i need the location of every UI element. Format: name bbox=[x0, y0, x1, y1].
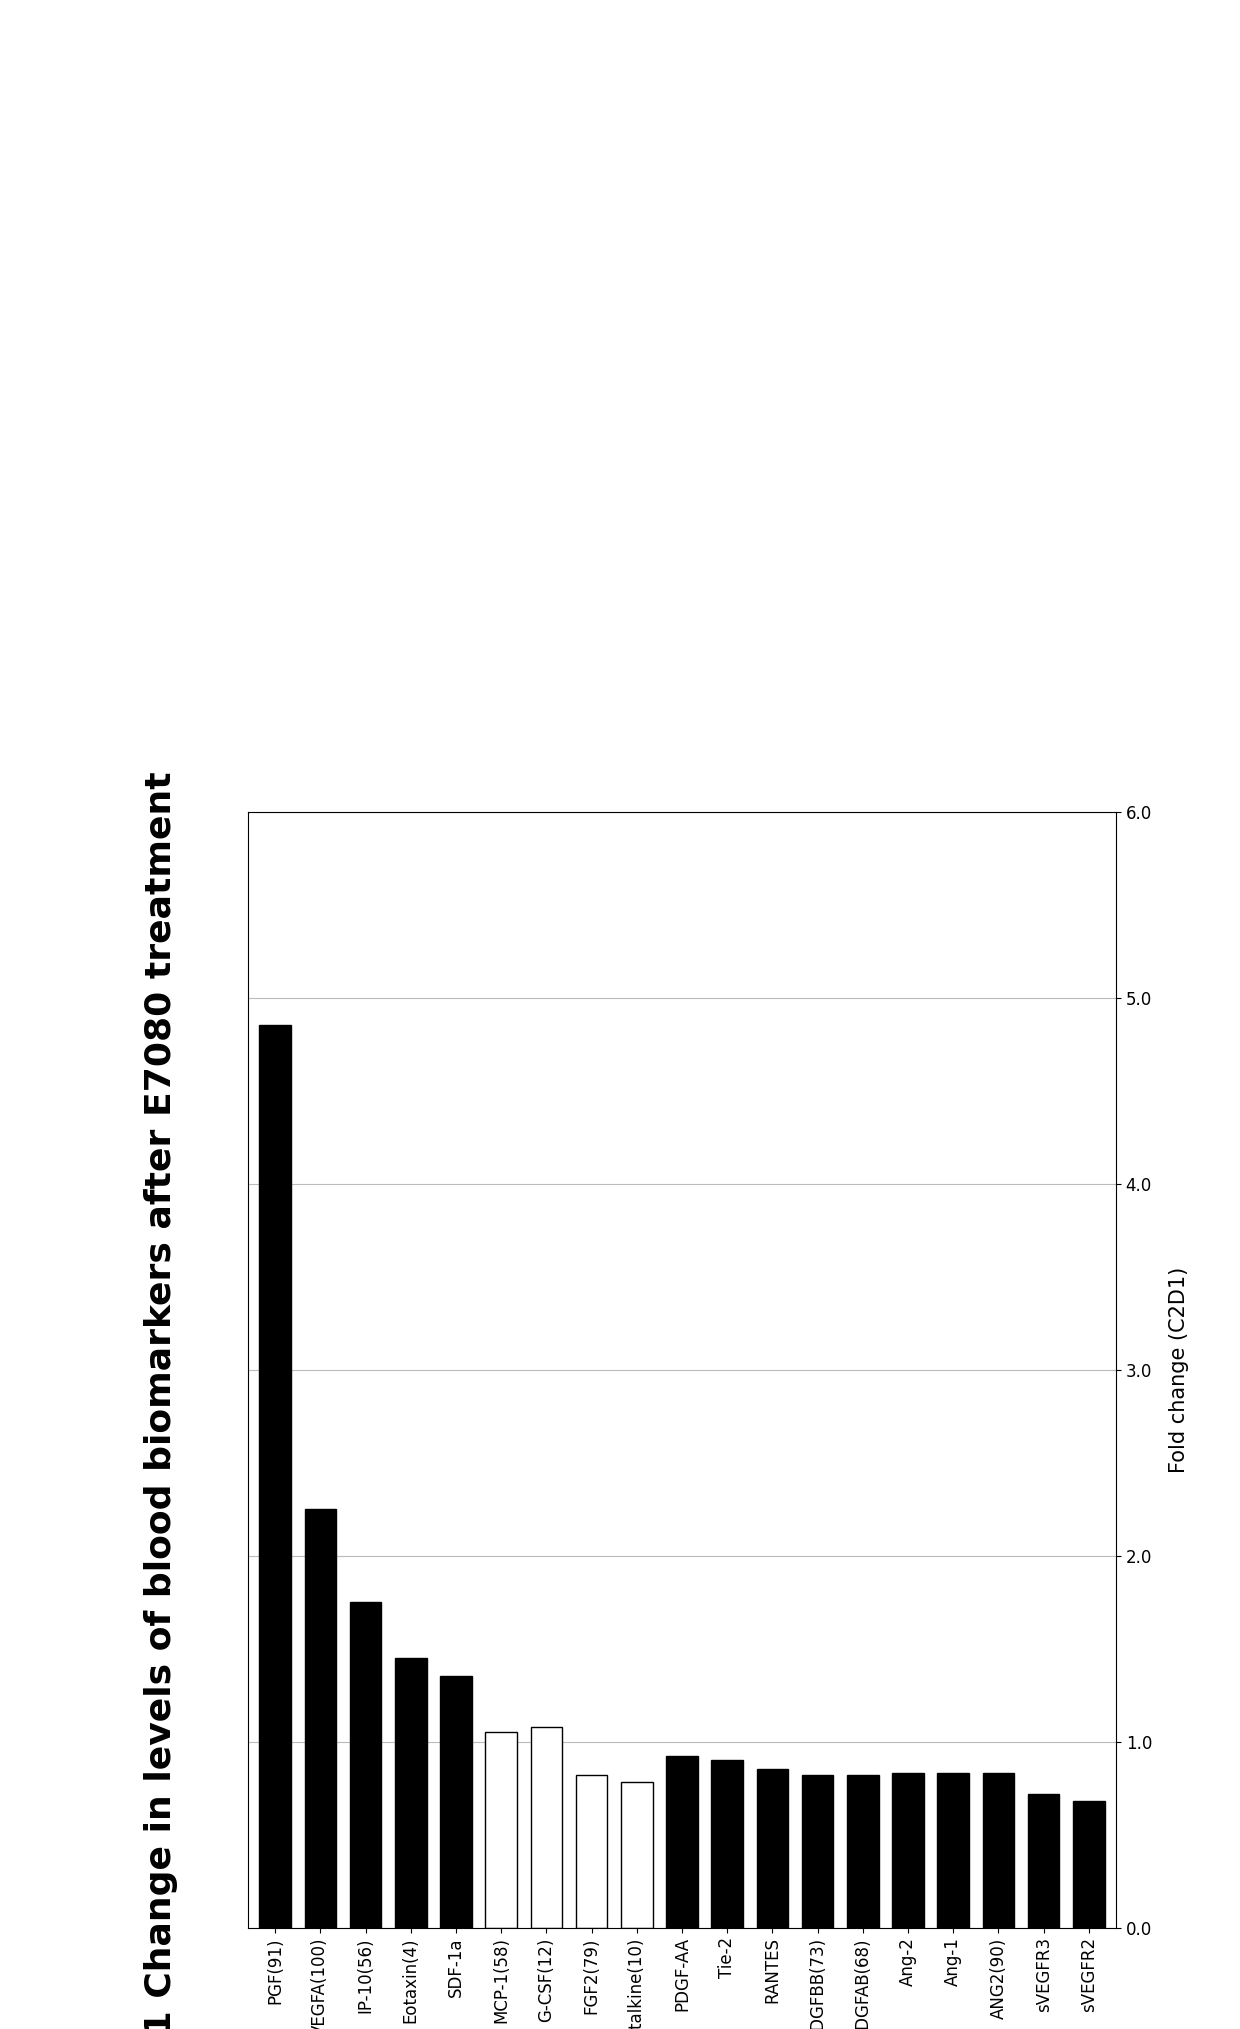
Bar bbox=[485, 1733, 517, 1928]
Bar bbox=[575, 1775, 608, 1928]
Bar bbox=[621, 1781, 652, 1928]
Bar bbox=[1028, 1794, 1059, 1928]
Bar bbox=[937, 1773, 970, 1928]
Bar bbox=[666, 1757, 698, 1928]
Bar bbox=[712, 1759, 743, 1928]
Bar bbox=[847, 1775, 879, 1928]
Bar bbox=[1073, 1802, 1105, 1928]
Bar bbox=[350, 1603, 382, 1928]
Bar bbox=[756, 1769, 789, 1928]
Bar bbox=[893, 1773, 924, 1928]
Bar bbox=[394, 1658, 427, 1928]
Bar bbox=[982, 1773, 1014, 1928]
Text: Fig.1 Change in levels of blood biomarkers after E7080 treatment: Fig.1 Change in levels of blood biomarke… bbox=[144, 771, 179, 2029]
Bar bbox=[802, 1775, 833, 1928]
Y-axis label: Fold change (C2D1): Fold change (C2D1) bbox=[1169, 1266, 1189, 1473]
Bar bbox=[531, 1727, 562, 1928]
Bar bbox=[259, 1025, 291, 1928]
Bar bbox=[440, 1676, 471, 1928]
Bar bbox=[305, 1510, 336, 1928]
